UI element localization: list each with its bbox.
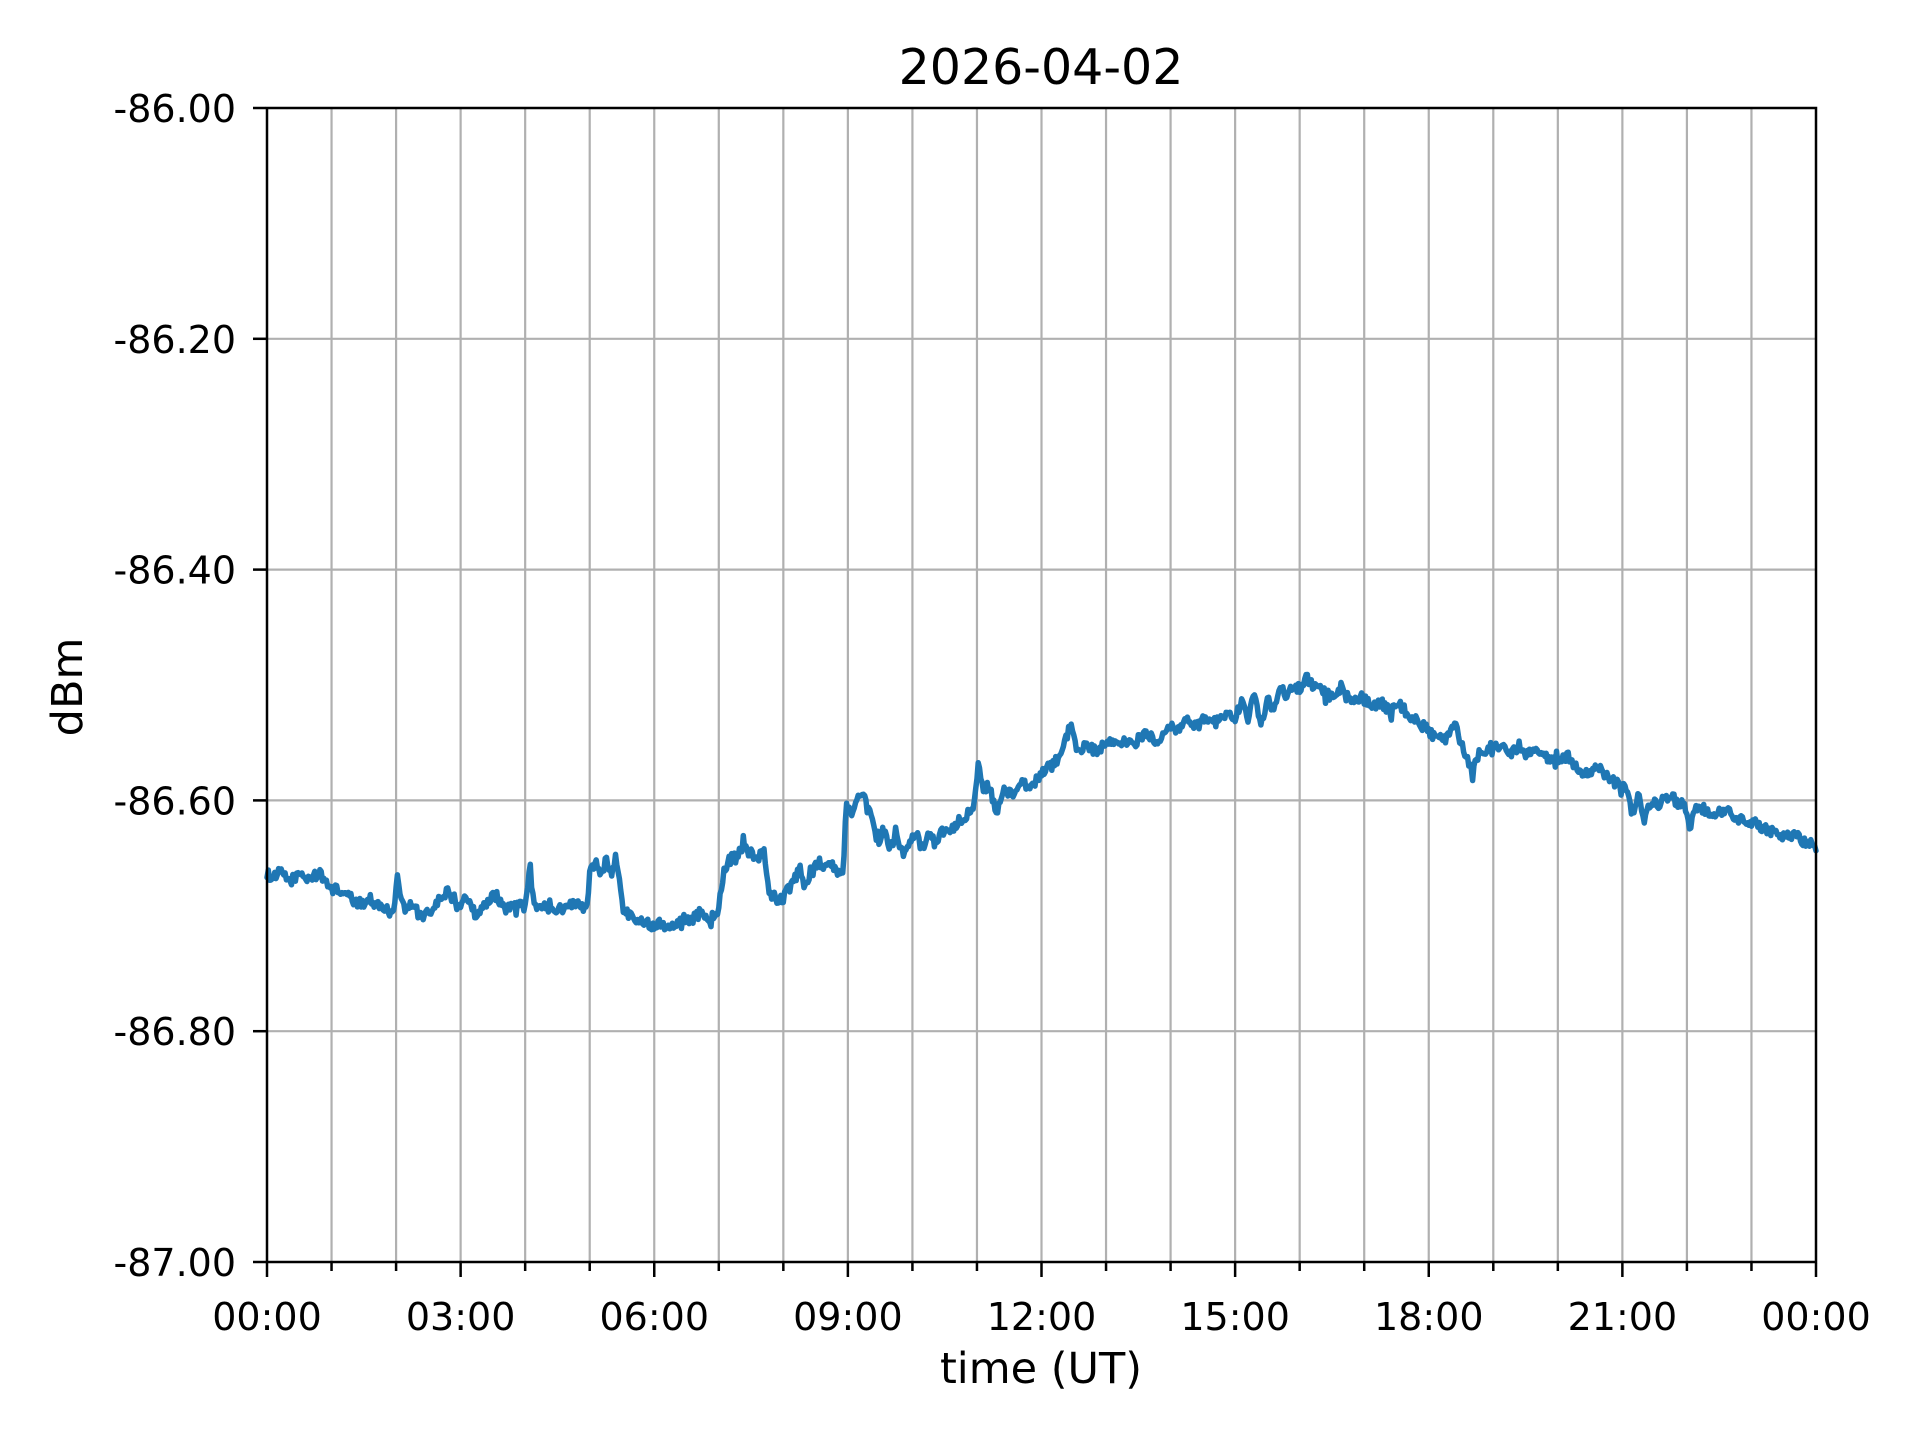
x-tick-label: 21:00 [1568, 1295, 1678, 1339]
x-tick-label: 15:00 [1180, 1295, 1290, 1339]
x-tick-label: 09:00 [793, 1295, 903, 1339]
tick-labels: 00:00 03:00 06:00 09:00 12:00 15:00 18:00 21:00… [114, 87, 1871, 1339]
x-tick-label: 00:00 [212, 1295, 322, 1339]
x-axis-label: time (UT) [940, 1344, 1142, 1394]
x-tick-label: 03:00 [406, 1295, 516, 1339]
y-tick-label: -87.00 [114, 1241, 237, 1285]
x-tick-label: 00:00 [1761, 1295, 1871, 1339]
x-tick-label: 06:00 [599, 1295, 709, 1339]
data-series [264, 671, 1819, 933]
axis-ticks [253, 106, 1818, 1277]
gridlines [267, 108, 1816, 1262]
y-tick-label: -86.60 [114, 779, 237, 823]
y-tick-label: -86.20 [114, 318, 237, 362]
x-tick-label: 12:00 [987, 1295, 1097, 1339]
chart-title: 2026-04-02 [899, 39, 1184, 96]
signal-line [264, 671, 1819, 933]
y-tick-label: -86.40 [114, 549, 237, 593]
y-axis-label: dBm [43, 638, 93, 737]
plot-border [265, 106, 1818, 1264]
x-tick-label: 18:00 [1374, 1295, 1484, 1339]
y-tick-label: -86.80 [114, 1010, 237, 1054]
y-tick-label: -86.00 [114, 87, 237, 131]
